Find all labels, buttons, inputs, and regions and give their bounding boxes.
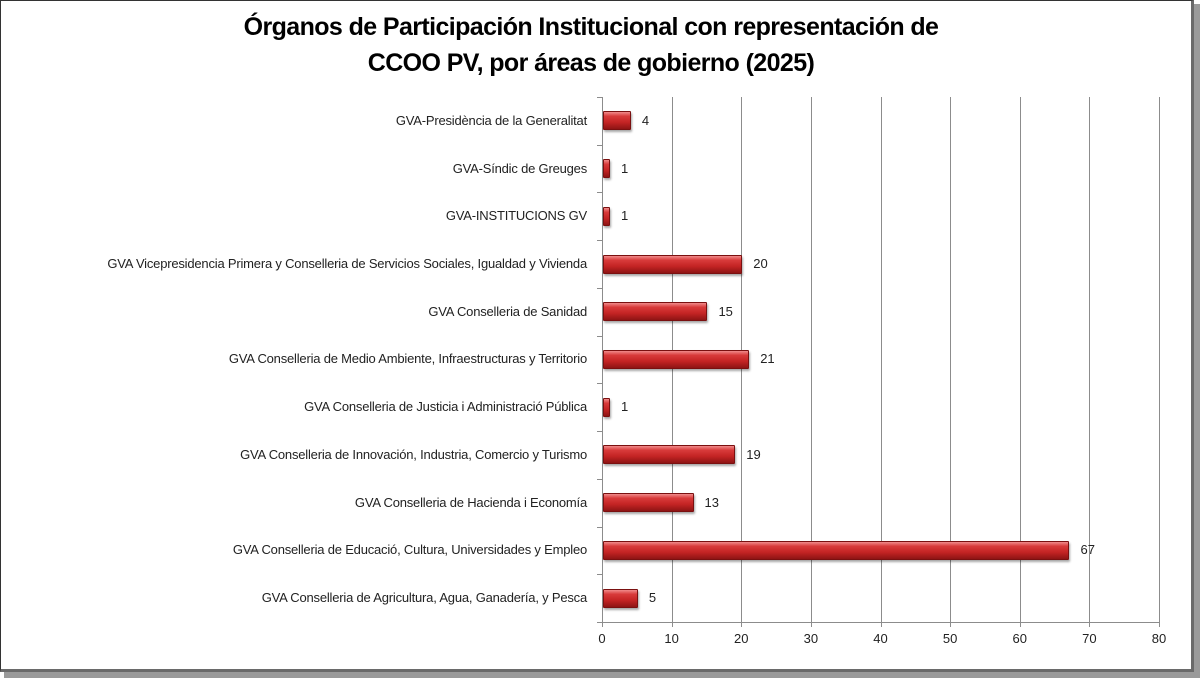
bar xyxy=(603,445,736,465)
y-tick xyxy=(597,431,602,433)
data-label: 1 xyxy=(620,208,629,224)
chart-title-line-2: CCOO PV, por áreas de gobierno (2025) xyxy=(367,49,815,77)
x-tick-label: 30 xyxy=(803,631,819,646)
category-label: GVA-Síndic de Greuges xyxy=(452,160,587,176)
data-label: 1 xyxy=(620,160,629,176)
data-label: 21 xyxy=(760,351,775,367)
x-tick xyxy=(1019,622,1021,627)
gridline xyxy=(1159,97,1160,622)
plot-area: 0 10 20 30 40 50 60 70 80 GVA-Presidència de la G… xyxy=(107,97,1166,646)
bar xyxy=(603,349,750,369)
x-tick xyxy=(741,622,743,627)
data-label: 15 xyxy=(718,303,733,319)
bar-row: GVA Conselleria de Agricultura, Agua, Ga… xyxy=(262,574,1159,622)
x-tick xyxy=(602,622,603,627)
gridline xyxy=(1019,97,1021,622)
bar xyxy=(603,540,1070,560)
bar-row: GVA-Síndic de Greuges 1 xyxy=(453,145,1159,193)
bar-row: GVA Vicepresidencia Primera y Conselleri… xyxy=(107,240,1159,288)
category-label: GVA Conselleria de Medio Ambiente, Infra… xyxy=(228,351,587,367)
x-tick-label: 50 xyxy=(942,631,958,646)
category-label: GVA Conselleria de Sanidad xyxy=(428,303,587,319)
y-tick xyxy=(597,240,602,242)
gridline xyxy=(880,97,882,622)
category-label: GVA Conselleria de Educació, Cultura, Un… xyxy=(232,542,587,558)
chart-title: Órganos de Participación Institucional c… xyxy=(1,9,1181,81)
bar-row: GVA-Presidència de la Generalitat 4 xyxy=(396,97,1159,145)
x-tick-label: 60 xyxy=(1012,631,1027,646)
bar xyxy=(603,159,610,179)
bar xyxy=(603,493,694,513)
y-tick xyxy=(597,192,602,194)
bar-row: GVA Conselleria de Medio Ambiente, Infra… xyxy=(229,336,1159,384)
y-tick xyxy=(597,287,602,289)
data-label: 20 xyxy=(753,256,768,272)
bar-row: GVA Conselleria de Innovación, Industria… xyxy=(240,431,1159,479)
x-tick-label: 10 xyxy=(664,631,679,646)
x-tick xyxy=(950,622,952,627)
gridline xyxy=(810,97,812,622)
gridline xyxy=(1089,97,1091,622)
data-label: 1 xyxy=(620,399,629,415)
data-label: 13 xyxy=(704,494,719,510)
y-tick xyxy=(597,97,602,98)
x-tick-label: 0 xyxy=(598,631,606,646)
x-tick xyxy=(671,622,673,627)
category-label: GVA Conselleria de Agricultura, Agua, Ga… xyxy=(261,590,588,606)
category-label: GVA Conselleria de Justicia i Administra… xyxy=(304,399,587,415)
bar-row: GVA Conselleria de Educació, Cultura, Un… xyxy=(233,527,1159,575)
category-label: GVA Conselleria de Innovación, Industria… xyxy=(240,446,587,462)
category-label: GVA-INSTITUCIONS GV xyxy=(445,208,587,224)
bar xyxy=(603,254,743,274)
data-label: 5 xyxy=(648,590,657,606)
x-tick-label: 40 xyxy=(873,631,888,646)
y-axis xyxy=(602,97,603,622)
x-tick-label: 80 xyxy=(1151,631,1167,646)
bar xyxy=(603,302,708,322)
category-label: GVA Vicepresidencia Primera y Conselleri… xyxy=(107,256,587,272)
y-tick xyxy=(597,574,602,576)
x-tick xyxy=(1159,622,1160,627)
y-tick xyxy=(597,144,602,146)
chart-title-line-1: Órganos de Participación Institucional c… xyxy=(243,13,939,41)
gridline xyxy=(950,97,952,622)
y-tick xyxy=(597,335,602,337)
category-label: GVA Conselleria de Hacienda i Economía xyxy=(354,494,587,510)
bar xyxy=(603,397,610,417)
bar-row: GVA-INSTITUCIONS GV 1 xyxy=(446,192,1159,240)
bar xyxy=(603,111,631,131)
y-tick xyxy=(597,478,602,480)
bar-row: GVA Conselleria de Justicia i Administra… xyxy=(304,383,1159,431)
bar-row: GVA Conselleria de Sanidad 15 xyxy=(428,288,1159,336)
x-tick xyxy=(810,622,812,627)
x-tick xyxy=(880,622,882,627)
x-tick xyxy=(1089,622,1091,627)
data-label: 67 xyxy=(1080,542,1095,558)
category-label: GVA-Presidència de la Generalitat xyxy=(395,112,587,128)
data-label: 19 xyxy=(746,446,761,462)
data-label: 4 xyxy=(641,112,650,128)
x-tick-label: 70 xyxy=(1082,631,1097,646)
x-tick-label: 20 xyxy=(734,631,749,646)
bar xyxy=(603,588,638,608)
y-tick xyxy=(597,526,602,528)
bar xyxy=(603,206,610,226)
y-tick xyxy=(597,383,602,385)
bar-row: GVA Conselleria de Hacienda i Economía 13 xyxy=(355,479,1159,527)
y-tick xyxy=(597,622,602,623)
